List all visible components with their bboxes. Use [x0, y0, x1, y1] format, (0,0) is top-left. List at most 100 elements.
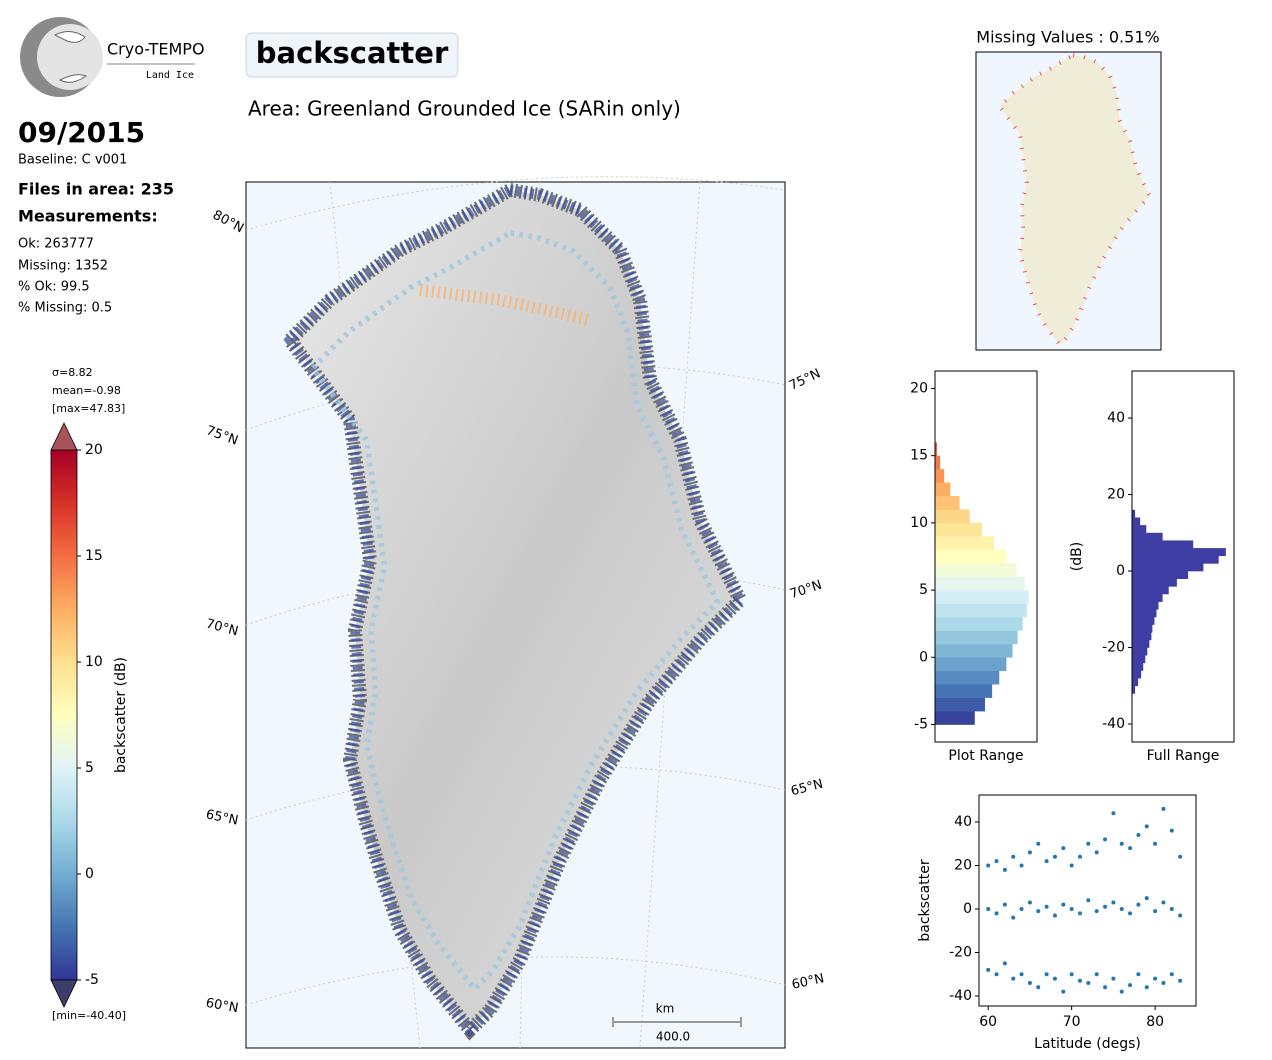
- lat-label: 60°N: [205, 996, 240, 1016]
- area: Area: Greenland Grounded Ice (SARin only…: [248, 97, 681, 121]
- histogram-bar: [935, 455, 941, 470]
- scatter-point: [994, 972, 999, 977]
- scatter-point: [1161, 806, 1166, 811]
- stat: % Ok: 99.5: [18, 280, 90, 295]
- scatter-point: [1027, 900, 1032, 905]
- scatter-point: [1027, 850, 1032, 855]
- scatter-point: [1103, 904, 1108, 909]
- histogram-bar: [1132, 525, 1147, 534]
- histogram-bar: [1132, 609, 1157, 618]
- scatter-point: [1128, 983, 1133, 988]
- x-tick-label: 70: [1063, 1014, 1081, 1030]
- histogram-bar: [1132, 555, 1219, 564]
- missing-map: Missing Values : 0.51%: [975, 28, 1162, 351]
- x-axis-label: Full Range: [1147, 748, 1220, 764]
- y-tick-label: 40: [954, 814, 972, 830]
- scatter-point: [1153, 841, 1158, 846]
- colorbar-tick-label: 0: [85, 866, 94, 882]
- y-tick-label: 20: [1107, 487, 1125, 503]
- histogram-bar: [935, 670, 1000, 685]
- colorbar: [50, 449, 78, 981]
- scatter-point: [1002, 867, 1007, 872]
- x-axis-label: Latitude (degs): [1034, 1036, 1141, 1052]
- histogram-bar: [1132, 571, 1189, 579]
- histogram-bar: [935, 711, 975, 725]
- histogram-bar: [1132, 548, 1226, 557]
- y-axis-label: backscatter: [917, 859, 933, 941]
- histogram-bar: [935, 496, 960, 510]
- scatter-point: [1044, 972, 1049, 977]
- y-tick-label: 20: [954, 857, 972, 873]
- scatter-point: [1111, 976, 1116, 981]
- axes-frame: [1131, 370, 1235, 743]
- histogram-bar: [1132, 639, 1150, 648]
- colorbar-stat: [max=47.83]: [52, 402, 125, 415]
- logo: Cryo-TEMPO Land Ice: [20, 17, 205, 97]
- scatter-point: [1094, 909, 1099, 914]
- lat-label: 60°N: [790, 971, 825, 992]
- y-tick-label: 0: [919, 649, 928, 665]
- chart: -5 0 5 10 15 20 Plot Range: [910, 370, 1038, 764]
- scatter-point: [1136, 902, 1141, 907]
- histogram-bar: [935, 630, 1018, 645]
- colorbar-extend-min: [50, 979, 78, 1008]
- histogram-bar: [935, 482, 951, 497]
- histogram-bar: [935, 643, 1013, 658]
- scatter-point: [1019, 863, 1024, 868]
- scatter-point: [1169, 906, 1174, 911]
- scatter-point: [1119, 841, 1124, 846]
- histogram-bar: [935, 563, 1017, 577]
- colorbar-extend-max: [50, 422, 78, 451]
- y-tick-label: -20: [949, 944, 972, 960]
- scatter-point: [1128, 846, 1133, 851]
- scatter-point: [1128, 911, 1133, 916]
- scatter-point: [1069, 906, 1074, 911]
- y-axis-label: (dB): [1069, 542, 1085, 571]
- scatter-point: [1086, 841, 1091, 846]
- scatter-point: [1052, 854, 1057, 859]
- y-tick-label: -20: [1102, 640, 1125, 656]
- stat: Ok: 263777: [18, 237, 94, 252]
- scale-bar: [612, 1017, 742, 1027]
- colorbar-label: backscatter (dB): [113, 657, 129, 773]
- lat-label: 65°N: [204, 807, 239, 828]
- histogram-bar: [1132, 632, 1152, 641]
- histogram-bar: [1132, 655, 1146, 664]
- histogram-bar: [1132, 678, 1139, 687]
- title: backscatter: [256, 36, 449, 70]
- scatter-point: [1161, 980, 1166, 985]
- colorbar-tick-label: 15: [85, 548, 103, 564]
- histogram-bar: [1132, 586, 1169, 595]
- y-tick-label: -40: [949, 988, 972, 1004]
- scatter-point: [1052, 976, 1057, 981]
- scatter-point: [1153, 909, 1158, 914]
- x-axis-label: Plot Range: [948, 748, 1023, 764]
- scatter-point: [1061, 989, 1066, 994]
- colorbar-tick-label: 10: [85, 654, 103, 670]
- measurements-heading: Measurements:: [18, 207, 158, 226]
- histogram-bar: [1132, 670, 1142, 679]
- title-box: [245, 32, 459, 78]
- scatter-point: [1169, 972, 1174, 977]
- histogram-bar: [935, 603, 1027, 618]
- scatter-point: [994, 859, 999, 864]
- x-tick-label: 80: [1146, 1014, 1164, 1030]
- scatter-point: [986, 906, 991, 911]
- scatter-point: [1002, 961, 1007, 966]
- logo-name: Cryo-TEMPO: [107, 40, 205, 59]
- scatter-point: [1077, 911, 1082, 916]
- files: Files in area: 235: [18, 180, 174, 199]
- x-tick-label: 60: [979, 1014, 997, 1030]
- y-tick-label: -40: [1102, 716, 1125, 732]
- scatter-point: [1094, 850, 1099, 855]
- date: 09/2015: [18, 116, 145, 149]
- scatter-point: [1019, 972, 1024, 977]
- histogram-bar: [1132, 532, 1163, 541]
- scatter-point: [1011, 976, 1016, 981]
- scatter-point: [1094, 972, 1099, 977]
- chart: -40 -20 0 20 40 Full Range (dB): [1069, 370, 1235, 764]
- scatter-point: [1044, 904, 1049, 909]
- histogram-bar: [935, 616, 1023, 631]
- axes-frame: [934, 370, 1038, 743]
